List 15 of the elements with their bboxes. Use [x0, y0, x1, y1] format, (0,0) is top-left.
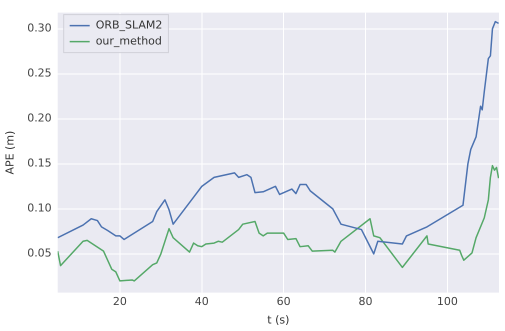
y-tick-label: 0.30 — [27, 22, 52, 35]
y-axis-title: APE (m) — [3, 130, 16, 175]
y-tick-label: 0.25 — [27, 66, 52, 80]
legend-label: ORB_SLAM2 — [96, 18, 162, 32]
x-tick-label: 40 — [194, 295, 209, 308]
x-axis-title: t (s) — [267, 313, 290, 326]
y-tick-label: 0.20 — [27, 112, 52, 125]
y-tick-label: 0.05 — [27, 246, 52, 260]
legend-label: our_method — [96, 34, 162, 48]
x-tick-label: 20 — [112, 295, 127, 308]
y-tick-label: 0.15 — [27, 156, 52, 170]
x-tick-label: 60 — [276, 295, 291, 308]
x-tick-label: 100 — [436, 295, 458, 308]
y-tick-label: 0.10 — [27, 202, 52, 215]
x-tick-label: 80 — [358, 295, 373, 308]
